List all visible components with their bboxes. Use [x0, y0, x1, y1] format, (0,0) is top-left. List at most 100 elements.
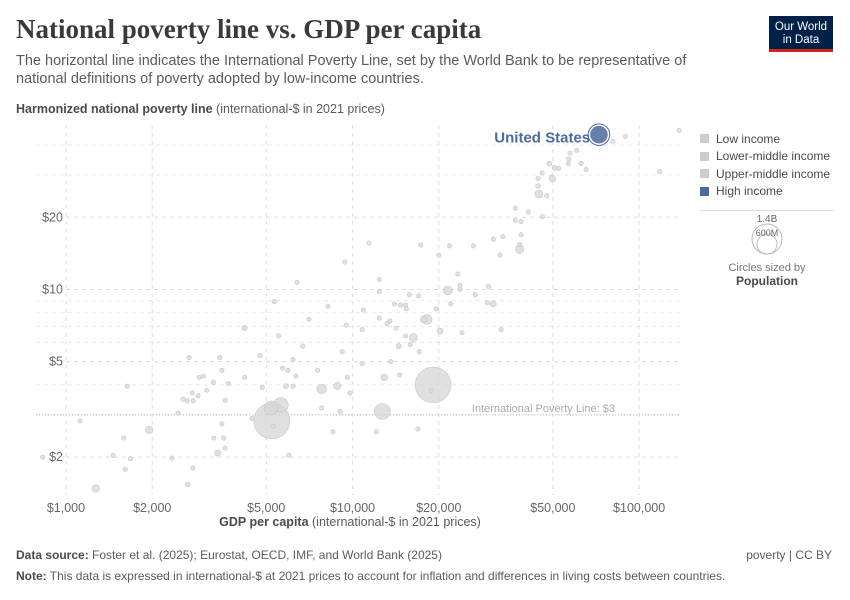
- data-point: [535, 176, 541, 182]
- note-text: This data is expressed in international-…: [46, 569, 726, 583]
- data-point: [330, 429, 336, 435]
- data-point: [211, 435, 217, 441]
- data-point: [418, 242, 424, 248]
- highlight: United States: [494, 123, 611, 147]
- data-point: [414, 366, 452, 404]
- y-tick-label: $5: [49, 355, 63, 369]
- y-tick-label: $10: [42, 282, 63, 296]
- data-point: [110, 453, 116, 459]
- legend-label: Low income: [716, 131, 781, 146]
- data-point: [610, 138, 616, 144]
- data-point: [214, 449, 221, 457]
- legend-item-upper-middle[interactable]: Upper-middle income: [700, 165, 834, 183]
- x-axis-label-bold: GDP per capita: [219, 515, 309, 529]
- data-point: [447, 243, 453, 249]
- data-point: [657, 169, 663, 175]
- data-point: [128, 456, 134, 462]
- data-point: [195, 393, 201, 399]
- owid-logo[interactable]: Our World in Data: [769, 16, 833, 52]
- data-point: [457, 286, 463, 292]
- data-source: Data source: Foster et al. (2025); Euros…: [16, 548, 442, 562]
- data-point: [221, 435, 227, 441]
- data-point: [339, 349, 345, 355]
- size-variable[interactable]: Population: [736, 274, 798, 288]
- y-tick-label: $2: [49, 450, 63, 464]
- license[interactable]: poverty | CC BY: [746, 548, 832, 562]
- legend-label: High income: [716, 184, 783, 199]
- data-point: [219, 367, 225, 373]
- source-text[interactable]: Foster et al. (2025); Eurostat, OECD, IM…: [88, 548, 442, 562]
- legend-swatch: [700, 151, 709, 161]
- data-point: [518, 219, 524, 225]
- data-point: [77, 418, 83, 424]
- data-point: [442, 285, 453, 296]
- x-tick-label: $10,000: [330, 501, 375, 515]
- legend-item-lower-middle[interactable]: Lower-middle income: [700, 148, 834, 166]
- data-point: [222, 445, 228, 451]
- data-point: [436, 252, 442, 258]
- data-point: [259, 385, 265, 391]
- chart-subtitle: The horizontal line indicates the Intern…: [16, 53, 687, 87]
- data-point: [360, 307, 366, 313]
- x-tick-label: $100,000: [613, 501, 665, 515]
- gridlines: [36, 125, 681, 495]
- data-point: [406, 292, 412, 298]
- x-tick-label: $50,000: [530, 501, 575, 515]
- data-point: [433, 306, 439, 312]
- data-point: [497, 252, 503, 258]
- data-point: [388, 359, 394, 365]
- data-point: [121, 435, 127, 441]
- data-point: [380, 373, 388, 382]
- legend-item-high[interactable]: High income: [700, 183, 834, 201]
- data-point: [347, 390, 353, 396]
- y-axis-label: Harmonized national poverty line (intern…: [16, 102, 385, 116]
- logo-text: in Data: [782, 34, 820, 46]
- data-point: [376, 277, 382, 283]
- data-point: [490, 300, 497, 308]
- data-point: [175, 410, 181, 416]
- data-point: [180, 396, 186, 402]
- data-point: [184, 398, 190, 404]
- data-point: [280, 365, 286, 371]
- data-point: [241, 325, 248, 332]
- legend-swatch: [700, 186, 709, 196]
- note: Note: This data is expressed in internat…: [16, 569, 725, 583]
- data-point: [337, 408, 343, 414]
- data-point: [271, 299, 277, 305]
- legend-swatch: [700, 169, 709, 179]
- data-point: [91, 484, 100, 493]
- legend-item-low[interactable]: Low income: [700, 130, 834, 148]
- data-point: [219, 421, 225, 427]
- data-point: [490, 236, 496, 242]
- data-point: [416, 349, 422, 355]
- data-point: [512, 217, 518, 223]
- data-point: [125, 383, 131, 389]
- data-point: [546, 160, 553, 167]
- data-point: [567, 150, 573, 156]
- x-tick-label: $1,000: [47, 501, 85, 515]
- data-point: [565, 161, 571, 167]
- data-point: [472, 292, 478, 298]
- data-point: [145, 425, 154, 434]
- data-point: [271, 423, 277, 429]
- data-point: [395, 343, 402, 350]
- data-point: [366, 240, 372, 246]
- data-point-united-states: [590, 125, 608, 144]
- data-point: [285, 367, 291, 373]
- data-point: [286, 452, 292, 458]
- note-label: Note:: [16, 569, 47, 583]
- data-point: [344, 374, 350, 380]
- data-point: [186, 355, 192, 361]
- size-legend: 1.4B 600M Circles sized by Population: [700, 212, 834, 288]
- poverty-line-label: International Poverty Line: $3: [472, 403, 615, 415]
- chart-title: National poverty line vs. GDP per capita: [16, 14, 482, 44]
- highlight-ring: [587, 123, 611, 146]
- size-legend-circles: 1.4B 600M: [751, 214, 783, 255]
- data-point: [225, 381, 231, 387]
- data-point: [222, 397, 228, 403]
- legend-divider: [700, 210, 834, 211]
- x-axis-label: GDP per capita (international-$ in 2021 …: [0, 515, 700, 529]
- data-point: [316, 383, 327, 394]
- data-point: [343, 322, 349, 328]
